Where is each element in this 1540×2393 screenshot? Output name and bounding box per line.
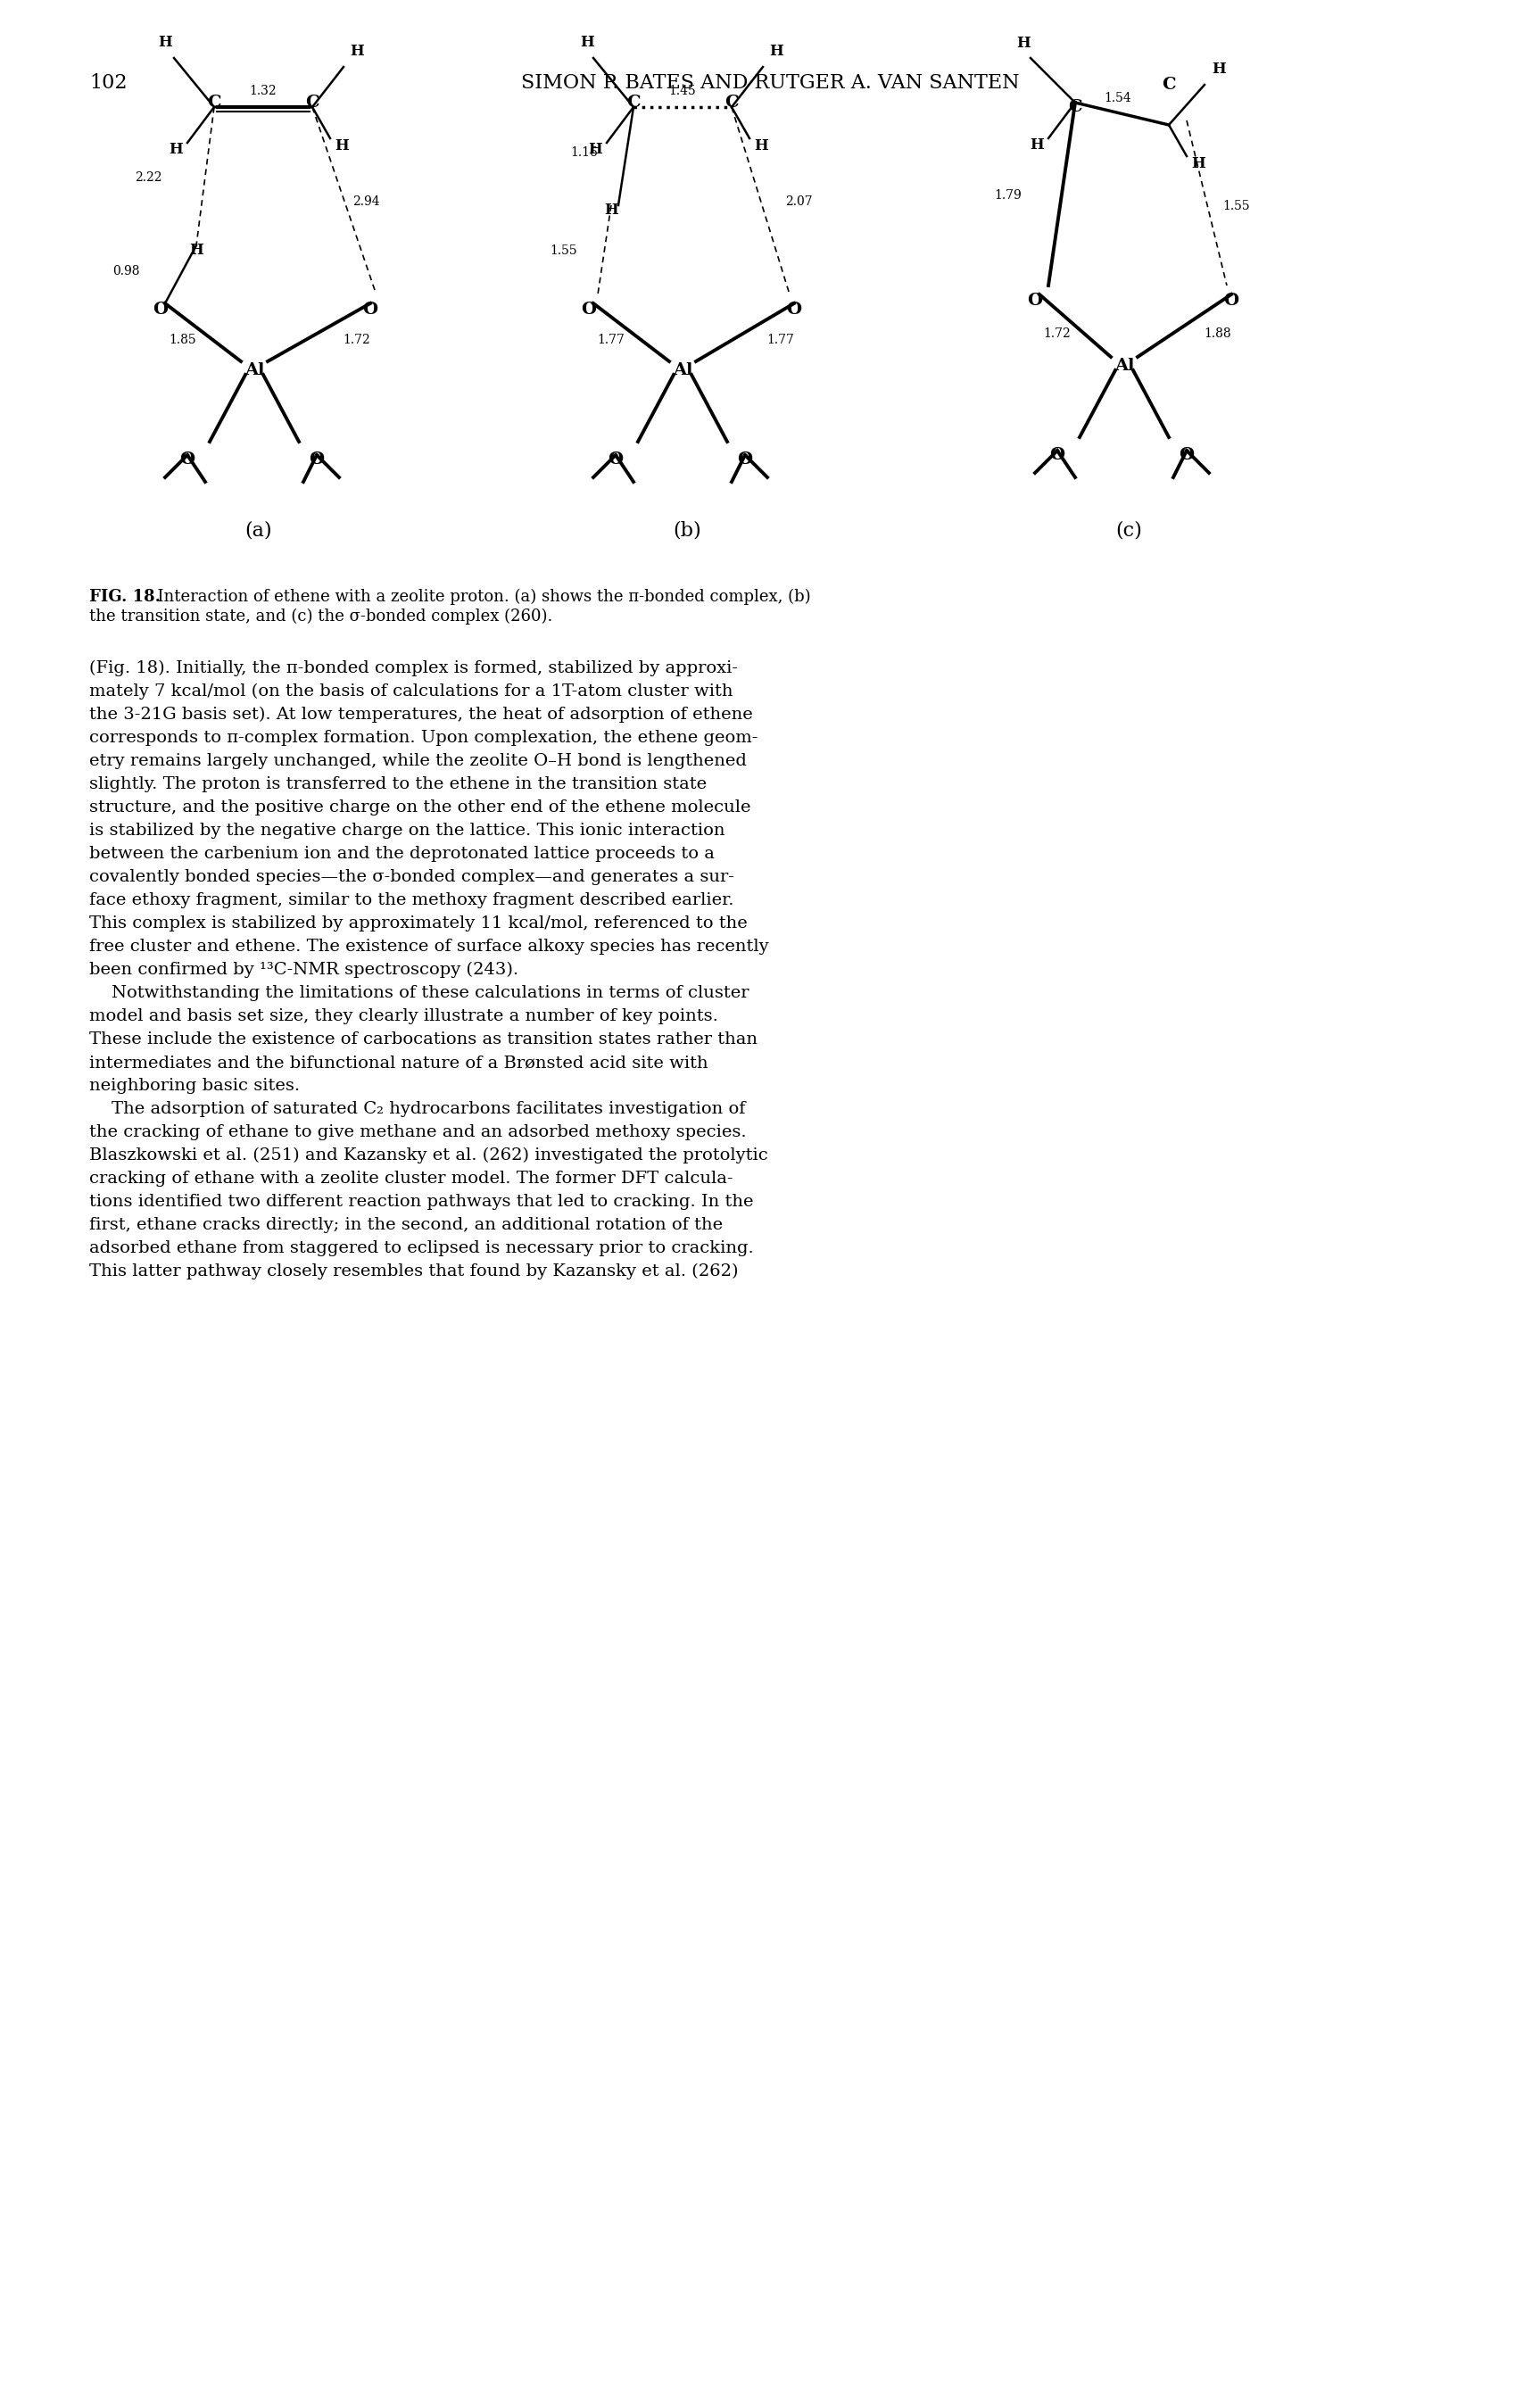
- Text: H: H: [604, 203, 618, 218]
- Text: Interaction of ethene with a zeolite proton. (a) shows the π-bonded complex, (b): Interaction of ethene with a zeolite pro…: [148, 589, 810, 605]
- Text: the 3-21G basis set). At low temperatures, the heat of adsorption of ethene: the 3-21G basis set). At low temperature…: [89, 706, 753, 723]
- Text: face ethoxy fragment, similar to the methoxy fragment described earlier.: face ethoxy fragment, similar to the met…: [89, 893, 735, 909]
- Text: H: H: [1016, 36, 1030, 50]
- Text: 1.45: 1.45: [668, 84, 696, 98]
- Text: Blaszkowski et al. (251) and Kazansky et al. (262) investigated the protolytic: Blaszkowski et al. (251) and Kazansky et…: [89, 1146, 768, 1163]
- Text: adsorbed ethane from staggered to eclipsed is necessary prior to cracking.: adsorbed ethane from staggered to eclips…: [89, 1240, 753, 1256]
- Text: H: H: [1030, 136, 1044, 153]
- Text: neighboring basic sites.: neighboring basic sites.: [89, 1077, 300, 1094]
- Text: O: O: [1180, 447, 1195, 464]
- Text: H: H: [588, 141, 602, 158]
- Text: intermediates and the bifunctional nature of a Brønsted acid site with: intermediates and the bifunctional natur…: [89, 1055, 708, 1070]
- Text: O: O: [310, 452, 325, 467]
- Text: H: H: [350, 43, 363, 60]
- Text: SIMON P. BATES AND RUTGER A. VAN SANTEN: SIMON P. BATES AND RUTGER A. VAN SANTEN: [521, 74, 1019, 93]
- Text: is stabilized by the negative charge on the lattice. This ionic interaction: is stabilized by the negative charge on …: [89, 823, 725, 838]
- Text: 1.77: 1.77: [598, 333, 625, 347]
- Text: slightly. The proton is transferred to the ethene in the transition state: slightly. The proton is transferred to t…: [89, 775, 707, 792]
- Text: FIG. 18.: FIG. 18.: [89, 589, 160, 605]
- Text: Al: Al: [673, 361, 693, 378]
- Text: H: H: [1212, 62, 1226, 77]
- Text: O: O: [362, 302, 377, 318]
- Text: H: H: [334, 139, 348, 153]
- Text: H: H: [768, 43, 784, 60]
- Text: H: H: [189, 242, 203, 258]
- Text: Al: Al: [245, 361, 265, 378]
- Text: corresponds to π-complex formation. Upon complexation, the ethene geom-: corresponds to π-complex formation. Upon…: [89, 730, 758, 747]
- Text: C: C: [1161, 77, 1177, 93]
- Text: 102: 102: [89, 74, 128, 93]
- Text: O: O: [180, 452, 196, 467]
- Text: C: C: [725, 96, 739, 110]
- Text: tions identified two different reaction pathways that led to cracking. In the: tions identified two different reaction …: [89, 1194, 753, 1211]
- Text: the cracking of ethane to give methane and an adsorbed methoxy species.: the cracking of ethane to give methane a…: [89, 1125, 747, 1141]
- Text: O: O: [1027, 292, 1043, 309]
- Text: C: C: [208, 96, 222, 110]
- Text: 2.94: 2.94: [353, 196, 380, 208]
- Text: been confirmed by ¹³C-NMR spectroscopy (243).: been confirmed by ¹³C-NMR spectroscopy (…: [89, 962, 519, 979]
- Text: O: O: [152, 302, 168, 318]
- Text: the transition state, and (c) the σ-bonded complex (260).: the transition state, and (c) the σ-bond…: [89, 608, 553, 625]
- Text: H: H: [581, 36, 594, 50]
- Text: 1.55: 1.55: [1223, 201, 1249, 213]
- Text: The adsorption of saturated C₂ hydrocarbons facilitates investigation of: The adsorption of saturated C₂ hydrocarb…: [89, 1101, 745, 1118]
- Text: 1.32: 1.32: [249, 84, 277, 98]
- Text: covalently bonded species—the σ-bonded complex—and generates a sur-: covalently bonded species—the σ-bonded c…: [89, 869, 735, 885]
- Text: This complex is stabilized by approximately 11 kcal/mol, referenced to the: This complex is stabilized by approximat…: [89, 917, 747, 931]
- Text: free cluster and ethene. The existence of surface alkoxy species has recently: free cluster and ethene. The existence o…: [89, 938, 768, 955]
- Text: model and basis set size, they clearly illustrate a number of key points.: model and basis set size, they clearly i…: [89, 1007, 718, 1024]
- Text: 1.77: 1.77: [767, 333, 795, 347]
- Text: O: O: [1050, 447, 1066, 464]
- Text: 1.88: 1.88: [1204, 328, 1232, 340]
- Text: (b): (b): [673, 519, 701, 541]
- Text: 1.54: 1.54: [1104, 91, 1132, 103]
- Text: C: C: [627, 96, 641, 110]
- Text: Notwithstanding the limitations of these calculations in terms of cluster: Notwithstanding the limitations of these…: [89, 986, 748, 1000]
- Text: (a): (a): [245, 519, 273, 541]
- Text: O: O: [787, 302, 802, 318]
- Text: first, ethane cracks directly; in the second, an additional rotation of the: first, ethane cracks directly; in the se…: [89, 1218, 722, 1232]
- Text: These include the existence of carbocations as transition states rather than: These include the existence of carbocati…: [89, 1031, 758, 1048]
- Text: Al: Al: [1113, 359, 1135, 373]
- Text: 1.85: 1.85: [169, 333, 197, 347]
- Text: (c): (c): [1115, 519, 1143, 541]
- Text: O: O: [1224, 292, 1238, 309]
- Text: This latter pathway closely resembles that found by Kazansky et al. (262): This latter pathway closely resembles th…: [89, 1264, 738, 1280]
- Text: H: H: [169, 141, 183, 158]
- Text: C: C: [1069, 98, 1083, 115]
- Text: H: H: [159, 36, 172, 50]
- Text: 1.72: 1.72: [343, 333, 371, 347]
- Text: 1.16: 1.16: [570, 146, 598, 158]
- Text: mately 7 kcal/mol (on the basis of calculations for a 1T-atom cluster with: mately 7 kcal/mol (on the basis of calcu…: [89, 684, 733, 699]
- Text: structure, and the positive charge on the other end of the ethene molecule: structure, and the positive charge on th…: [89, 799, 752, 816]
- Text: 2.07: 2.07: [785, 196, 813, 208]
- Text: 0.98: 0.98: [112, 266, 140, 278]
- Text: 1.55: 1.55: [550, 244, 578, 256]
- Text: cracking of ethane with a zeolite cluster model. The former DFT calcula-: cracking of ethane with a zeolite cluste…: [89, 1170, 733, 1187]
- Text: (Fig. 18). Initially, the π-bonded complex is formed, stabilized by approxi-: (Fig. 18). Initially, the π-bonded compl…: [89, 660, 738, 677]
- Text: H: H: [1190, 156, 1206, 172]
- Text: etry remains largely unchanged, while the zeolite O–H bond is lengthened: etry remains largely unchanged, while th…: [89, 754, 747, 768]
- Text: 2.22: 2.22: [136, 170, 162, 184]
- Text: O: O: [581, 302, 596, 318]
- Text: between the carbenium ion and the deprotonated lattice proceeds to a: between the carbenium ion and the deprot…: [89, 845, 715, 861]
- Text: 1.79: 1.79: [995, 189, 1021, 201]
- Text: H: H: [755, 139, 768, 153]
- Text: O: O: [608, 452, 624, 467]
- Text: C: C: [305, 96, 319, 110]
- Text: O: O: [738, 452, 753, 467]
- Text: 1.72: 1.72: [1044, 328, 1070, 340]
